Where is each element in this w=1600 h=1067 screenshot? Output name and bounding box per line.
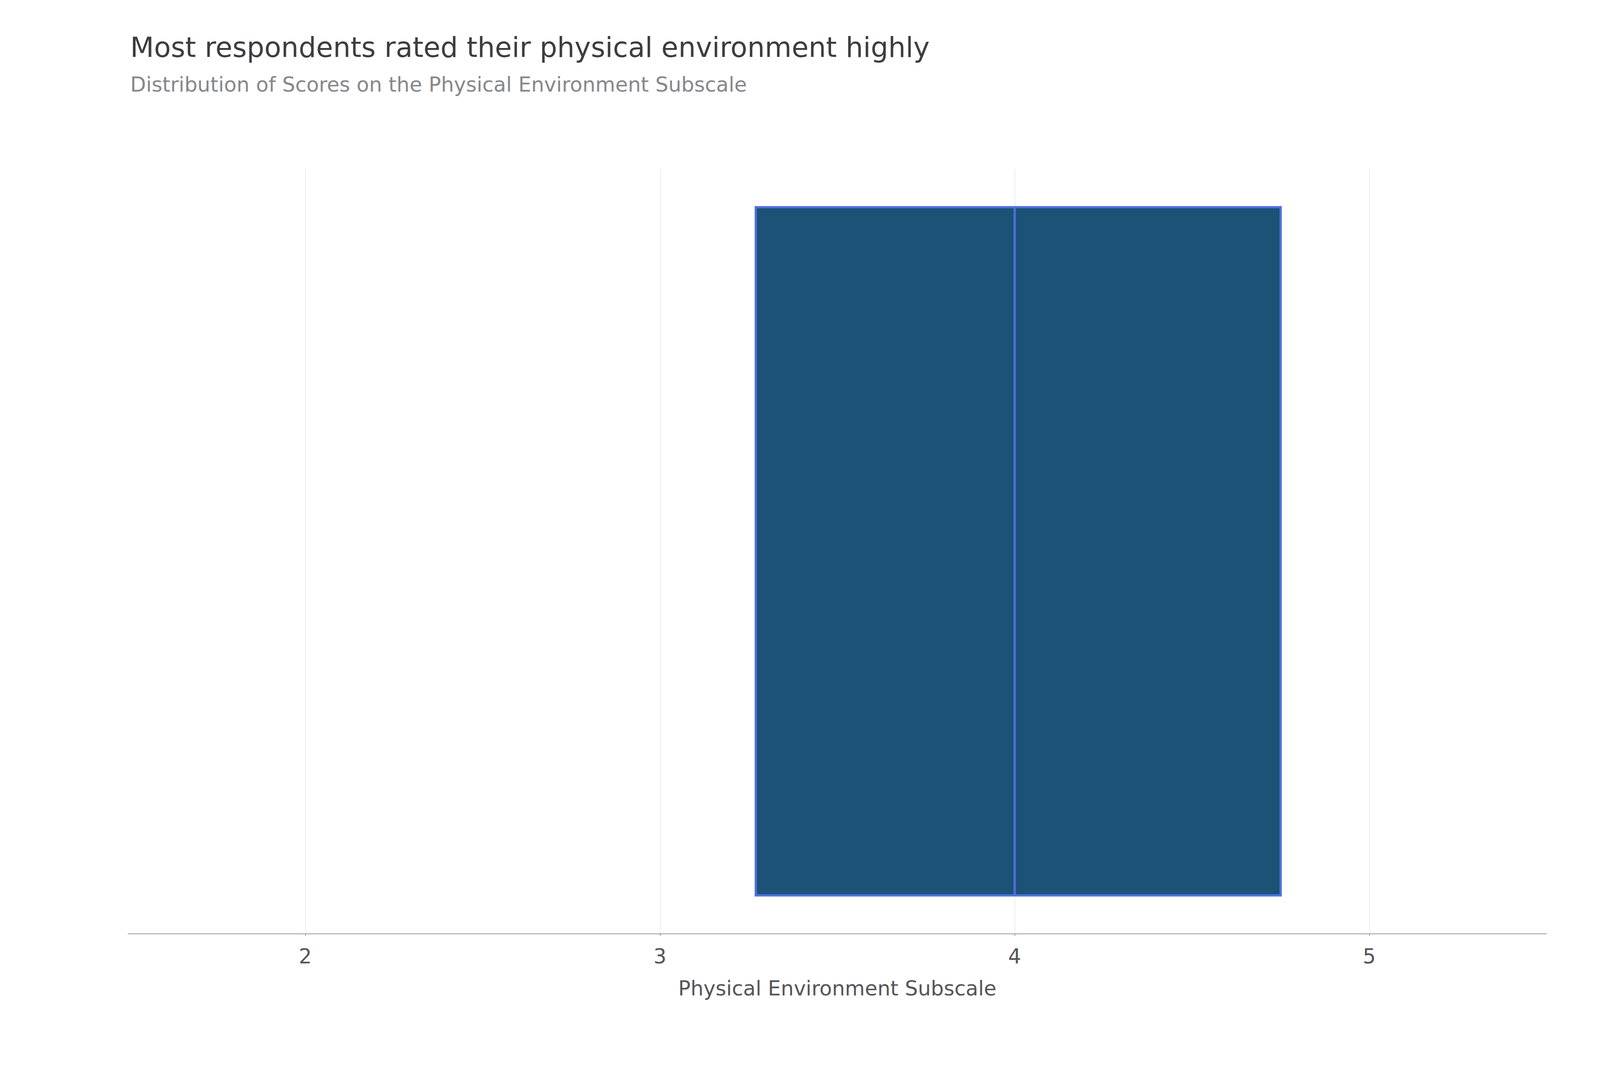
svg-text:4: 4: [1008, 944, 1021, 968]
svg-text:Most respondents rated their p: Most respondents rated their physical en…: [130, 31, 930, 64]
svg-text:Distribution of Scores on the: Distribution of Scores on the Physical E…: [130, 72, 748, 97]
svg-text:5: 5: [1362, 944, 1376, 968]
svg-text:Physical Environment Subscale: Physical Environment Subscale: [678, 976, 997, 1000]
svg-text:2: 2: [298, 944, 312, 968]
svg-text:3: 3: [653, 944, 667, 968]
